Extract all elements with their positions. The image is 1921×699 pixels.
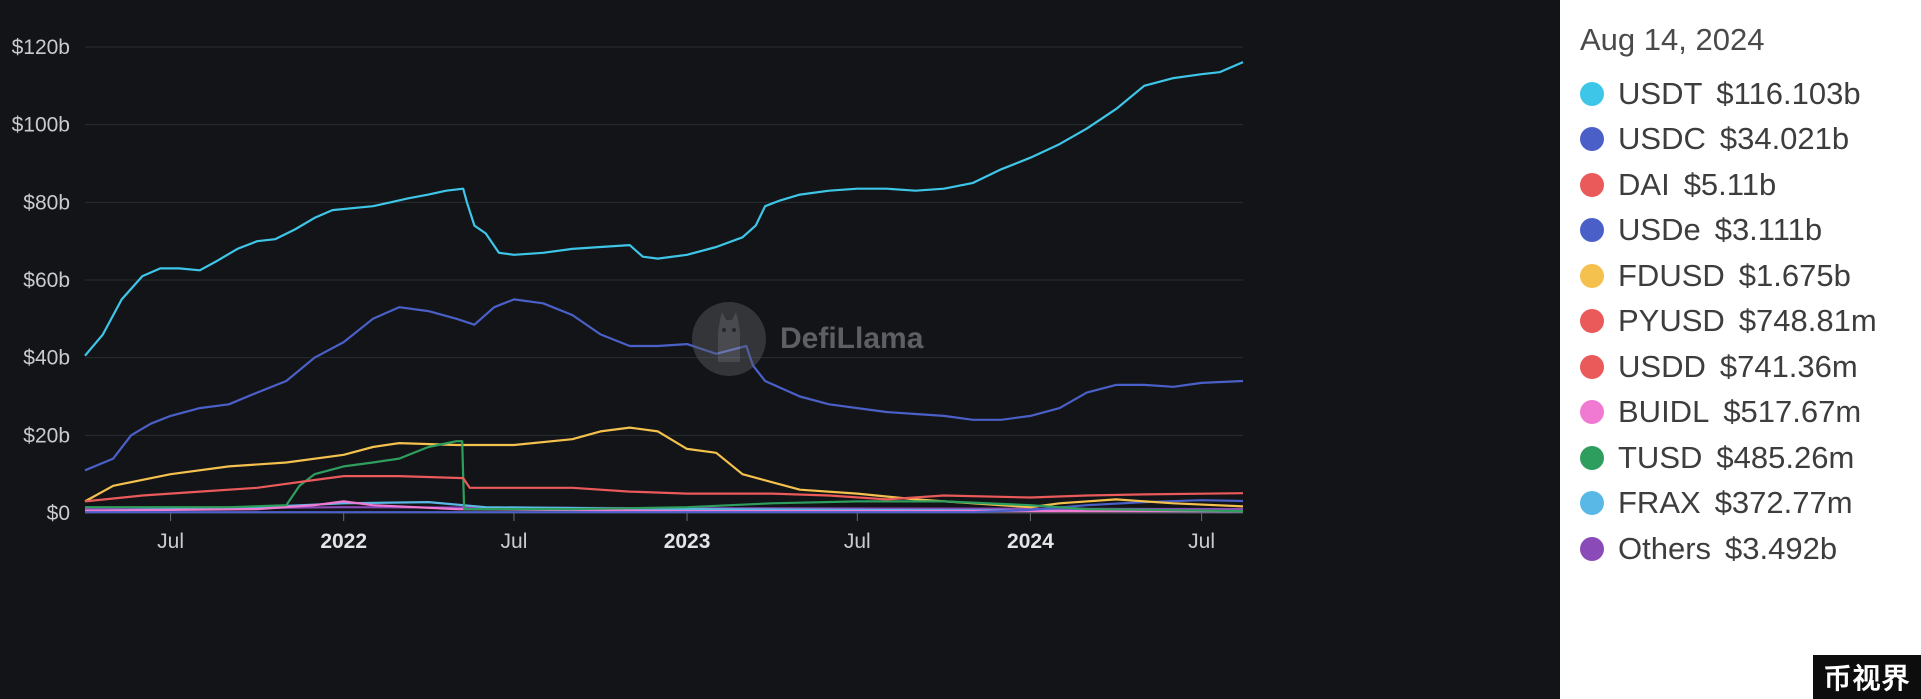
legend-dot-icon — [1580, 263, 1604, 288]
legend-item-usde: USDe $3.111b — [1580, 208, 1921, 254]
series-line-usde — [85, 499, 1244, 514]
legend-item-name: USDT — [1618, 75, 1703, 111]
legend-item-usdt: USDT $116.103b — [1580, 71, 1921, 117]
y-tick-label: $40b — [23, 347, 70, 370]
corner-watermark-tag: 币视界 — [1813, 655, 1921, 699]
legend-item-usdd: USDD $741.36m — [1580, 344, 1921, 390]
legend-item-name: DAI — [1618, 166, 1670, 202]
legend-item-value: $5.11b — [1683, 166, 1777, 202]
y-tick-label: $20b — [23, 424, 70, 447]
legend-item-value: $741.36m — [1719, 348, 1858, 384]
legend-dot-icon — [1580, 218, 1604, 243]
stablecoin-mcap-chart: $0 $20b $40b $60b $80b $100b $120b Jul 2022 Jul 20… — [12, 36, 1244, 553]
watermark-text: DefiLlama — [780, 322, 924, 355]
legend-dot-icon — [1580, 536, 1604, 561]
legend-item-name: TUSD — [1618, 439, 1703, 475]
legend-dot-icon — [1580, 81, 1604, 106]
legend-dot-icon — [1580, 172, 1604, 197]
legend-date: Aug 14, 2024 — [1580, 22, 1765, 57]
x-tick-label: 2023 — [664, 530, 711, 553]
series-line-usdt — [84, 61, 1244, 357]
legend-item-name: BUIDL — [1618, 394, 1710, 430]
legend-item-usdc: USDC $34.021b — [1580, 117, 1921, 163]
y-tick-label: $0 — [47, 502, 70, 525]
series-line-buidl — [84, 500, 1243, 513]
x-tick-label: Jul — [844, 530, 871, 553]
legend-dot-icon — [1580, 127, 1604, 152]
llama-icon — [692, 302, 766, 376]
x-tick-label: Jul — [501, 530, 528, 553]
x-tick-label: Jul — [157, 530, 184, 553]
series-line-usdc — [84, 298, 1244, 472]
legend-item-value: $34.021b — [1719, 121, 1850, 157]
legend-item-value: $485.26m — [1716, 439, 1855, 475]
legend-item-name: Others — [1618, 530, 1712, 566]
legend-item-frax: FRAX $372.77m — [1580, 481, 1921, 527]
series-line-fdusd — [84, 426, 1244, 509]
x-tick-label: Jul — [1188, 530, 1215, 553]
legend-item-fdusd: FDUSD $1.675b — [1580, 253, 1921, 299]
legend-item-name: FRAX — [1618, 485, 1701, 521]
x-tick-label: 2024 — [1007, 530, 1054, 553]
legend-item-buidl: BUIDL $517.67m — [1580, 390, 1921, 436]
y-tick-label: $80b — [23, 191, 70, 214]
x-tick-label: 2022 — [320, 530, 367, 553]
legend-dot-icon — [1580, 400, 1604, 425]
legend-item-value: $517.67m — [1723, 394, 1862, 430]
legend-item-name: PYUSD — [1618, 303, 1725, 339]
legend-item-value: $748.81m — [1738, 303, 1877, 339]
legend-panel: Aug 14, 2024 USDT $116.103b USDC $34.021b DA… — [1560, 0, 1921, 699]
legend-item-value: $372.77m — [1714, 485, 1853, 521]
legend-item-value: $1.675b — [1738, 257, 1851, 293]
y-tick-label: $120b — [12, 36, 70, 59]
legend-item-value: $116.103b — [1716, 75, 1861, 111]
series-line-tusd — [85, 440, 1244, 513]
legend-dot-icon — [1580, 491, 1604, 516]
legend-dot-icon — [1580, 309, 1604, 334]
legend-item-name: USDD — [1618, 348, 1706, 384]
legend-item-tusd: TUSD $485.26m — [1580, 435, 1921, 481]
chart-panel: $0 $20b $40b $60b $80b $100b $120b Jul 2022 Jul 20… — [0, 0, 1560, 699]
y-tick-label: $100b — [12, 114, 70, 137]
legend-dot-icon — [1580, 354, 1604, 379]
legend-items: USDT $116.103b USDC $34.021b DAI $5.11b USDe $3… — [1580, 71, 1921, 572]
series-line-dai — [84, 475, 1244, 503]
legend-item-pyusd: PYUSD $748.81m — [1580, 299, 1921, 345]
y-tick-label: $60b — [23, 269, 70, 292]
legend-item-dai: DAI $5.11b — [1580, 162, 1921, 208]
legend-item-name: USDe — [1618, 212, 1701, 248]
legend-item-others: Others $3.492b — [1580, 526, 1921, 572]
legend-item-name: FDUSD — [1618, 257, 1725, 293]
legend-item-value: $3.492b — [1725, 530, 1838, 566]
watermark: DefiLlama — [692, 302, 923, 376]
legend-dot-icon — [1580, 445, 1604, 470]
legend-item-name: USDC — [1618, 121, 1706, 157]
legend-item-value: $3.111b — [1714, 212, 1823, 248]
